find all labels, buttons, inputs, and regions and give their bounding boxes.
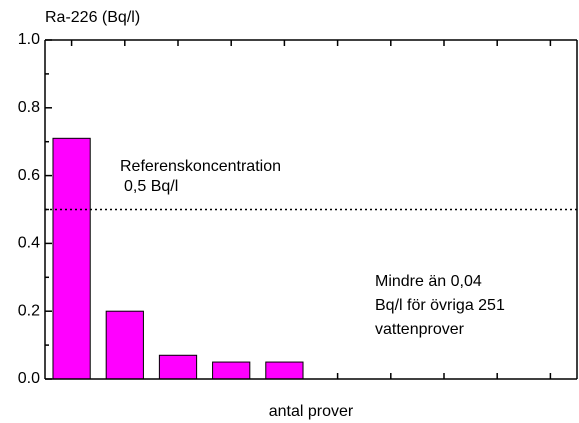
y-tick-label: 0.2 xyxy=(18,302,40,319)
y-tick-label: 0.8 xyxy=(18,99,40,116)
x-axis-label: antal prover xyxy=(269,403,354,420)
reference-label: Referenskoncentration xyxy=(120,158,281,175)
bar xyxy=(158,354,198,380)
y-tick-label: 1.0 xyxy=(18,31,40,48)
y-axis-label: Ra-226 (Bq/l) xyxy=(45,9,140,26)
y-tick-label: 0.0 xyxy=(18,370,40,387)
y-tick-label: 0.4 xyxy=(18,235,40,252)
annotation: Mindre än 0,04 xyxy=(375,273,482,290)
bar xyxy=(265,361,304,380)
bar xyxy=(105,310,144,380)
y-tick-label: 0.6 xyxy=(18,167,40,184)
bar xyxy=(52,137,91,380)
bar xyxy=(212,361,251,380)
annotation: Bq/l för övriga 251 xyxy=(375,297,505,314)
annotation: vattenprover xyxy=(375,321,465,338)
reference-label: 0,5 Bq/l xyxy=(124,178,178,195)
